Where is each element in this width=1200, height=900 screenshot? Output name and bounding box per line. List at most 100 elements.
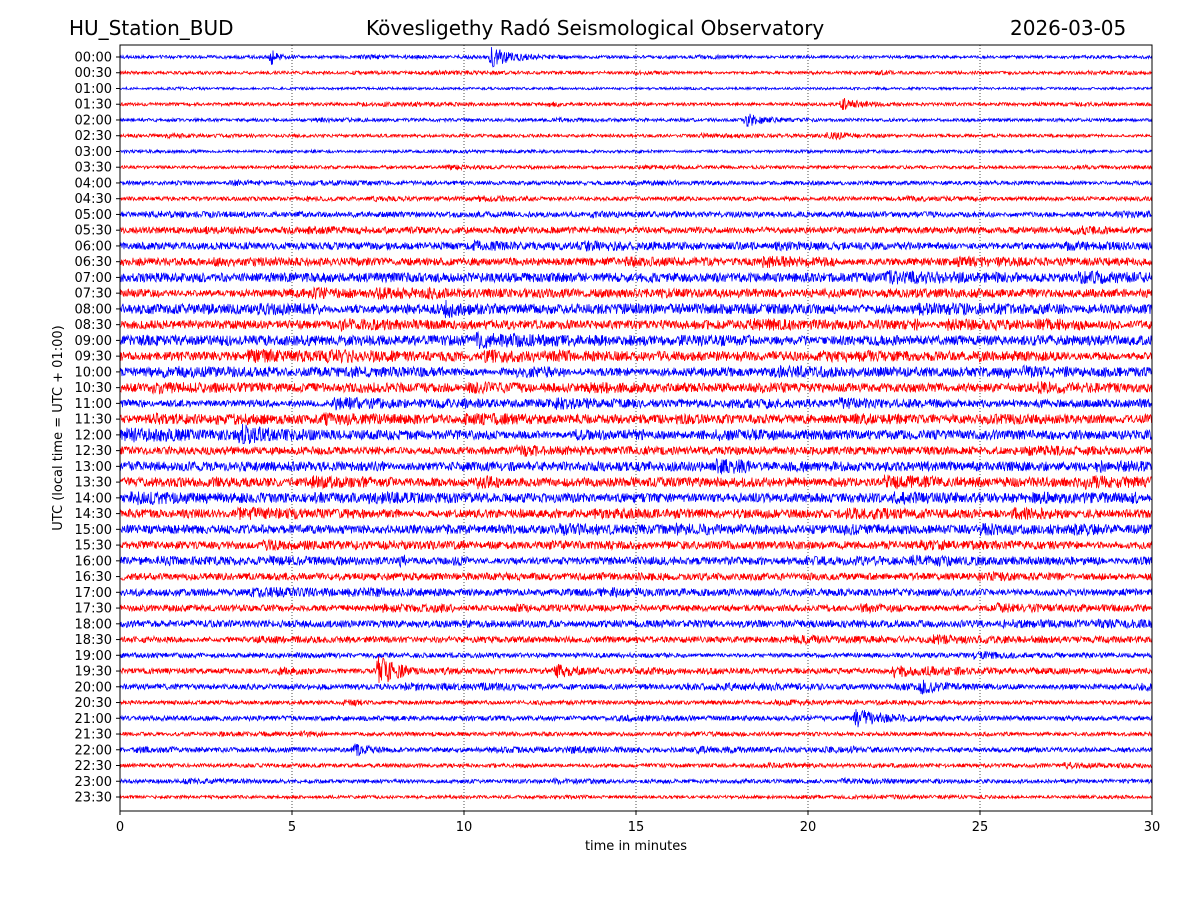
y-tick-label: 06:00 (75, 239, 112, 254)
trace-1230 (119, 444, 1153, 457)
trace-1330 (119, 474, 1153, 490)
x-tick-label: 20 (800, 820, 817, 835)
trace-1200 (119, 423, 1153, 445)
station-label: HU_Station_BUD (69, 16, 234, 40)
y-tick-label: 08:30 (75, 318, 112, 333)
y-tick-label: 05:30 (75, 224, 112, 239)
y-tick-label: 20:30 (75, 696, 112, 711)
y-tick-label: 21:30 (75, 728, 112, 743)
y-tick-label: 10:00 (75, 365, 112, 380)
y-tick-label: 13:30 (75, 476, 112, 491)
trace-2000 (119, 679, 1153, 695)
trace-2230 (119, 761, 1153, 770)
trace-2100 (119, 709, 1153, 728)
y-tick-label: 17:00 (75, 586, 112, 601)
y-tick-label: 05:00 (75, 208, 112, 223)
y-tick-label: 04:30 (75, 192, 112, 207)
y-tick-label: 15:00 (75, 523, 112, 538)
y-tick-label: 07:30 (75, 287, 112, 302)
y-tick-label: 01:30 (75, 98, 112, 113)
x-axis-label: time in minutes (585, 839, 687, 854)
y-tick-label: 03:30 (75, 161, 112, 176)
y-tick-label: 18:00 (75, 617, 112, 632)
y-tick-label: 12:00 (75, 428, 112, 443)
chart-title: Kövesligethy Radó Seismological Observat… (366, 16, 825, 40)
y-tick-label: 00:30 (75, 66, 112, 81)
y-tick-label: 11:30 (75, 413, 112, 428)
trace-0200 (119, 113, 1153, 128)
trace-1830 (119, 634, 1153, 646)
y-tick-label: 12:30 (75, 444, 112, 459)
y-tick-label: 02:30 (75, 129, 112, 144)
trace-0400 (119, 178, 1153, 187)
trace-1130 (119, 411, 1153, 427)
y-tick-label: 19:00 (75, 649, 112, 664)
y-tick-label: 09:30 (75, 350, 112, 365)
trace-2330 (119, 793, 1153, 801)
trace-0100 (119, 85, 1153, 92)
y-tick-label: 17:30 (75, 602, 112, 617)
y-tick-label: 02:00 (75, 113, 112, 128)
trace-0500 (119, 209, 1153, 219)
x-tick-label: 15 (628, 820, 645, 835)
y-tick-label: 06:30 (75, 255, 112, 270)
x-tick-label: 25 (972, 820, 989, 835)
y-tick-label: 21:00 (75, 712, 112, 727)
trace-0130 (119, 98, 1152, 111)
y-tick-label: 22:00 (75, 743, 112, 758)
y-tick-label: 16:30 (75, 570, 112, 585)
trace-0930 (119, 348, 1153, 364)
trace-1600 (119, 554, 1153, 569)
y-tick-label: 15:30 (75, 539, 112, 554)
trace-0600 (119, 238, 1153, 252)
trace-1700 (119, 586, 1153, 599)
y-tick-label: 07:00 (75, 271, 112, 286)
trace-2030 (119, 698, 1153, 708)
trace-1100 (119, 396, 1153, 411)
trace-1630 (120, 570, 1153, 582)
date-label: 2026-03-05 (1010, 16, 1127, 40)
trace-2300 (119, 776, 1152, 786)
trace-0330 (119, 163, 1153, 171)
trace-1030 (119, 380, 1153, 395)
x-tick-label: 10 (456, 820, 473, 835)
y-tick-label: 16:00 (75, 554, 112, 569)
trace-0900 (119, 330, 1153, 350)
y-tick-label: 10:30 (75, 381, 112, 396)
trace-1900 (119, 650, 1153, 660)
x-tick-label: 30 (1144, 820, 1161, 835)
trace-0530 (119, 225, 1153, 236)
trace-0700 (119, 269, 1153, 285)
y-tick-label: 14:30 (75, 507, 112, 522)
trace-1800 (119, 618, 1153, 630)
y-tick-label: 19:30 (75, 665, 112, 680)
y-tick-label: 03:00 (75, 145, 112, 160)
y-tick-label: 00:00 (75, 51, 112, 66)
y-tick-label: 23:00 (75, 775, 112, 790)
x-tick-label: 0 (116, 820, 124, 835)
trace-1430 (119, 506, 1153, 521)
y-tick-label: 04:00 (75, 176, 112, 191)
trace-0230 (119, 131, 1153, 141)
trace-1730 (119, 601, 1153, 615)
trace-2200 (119, 742, 1153, 757)
y-tick-label: 22:30 (75, 759, 112, 774)
y-tick-label: 18:30 (75, 633, 112, 648)
y-tick-label: 13:00 (75, 460, 112, 475)
y-tick-label: 11:00 (75, 397, 112, 412)
trace-1300 (119, 457, 1153, 475)
trace-0300 (119, 148, 1153, 155)
y-tick-label: 09:00 (75, 334, 112, 349)
trace-1500 (119, 522, 1153, 537)
trace-0430 (119, 194, 1153, 203)
y-tick-label: 20:00 (75, 680, 112, 695)
trace-1400 (119, 490, 1153, 506)
x-tick-label: 5 (288, 820, 296, 835)
trace-0000 (119, 46, 1153, 68)
trace-1000 (119, 364, 1153, 380)
trace-0800 (119, 299, 1153, 319)
trace-0030 (120, 69, 1153, 76)
y-tick-label: 01:00 (75, 82, 112, 97)
